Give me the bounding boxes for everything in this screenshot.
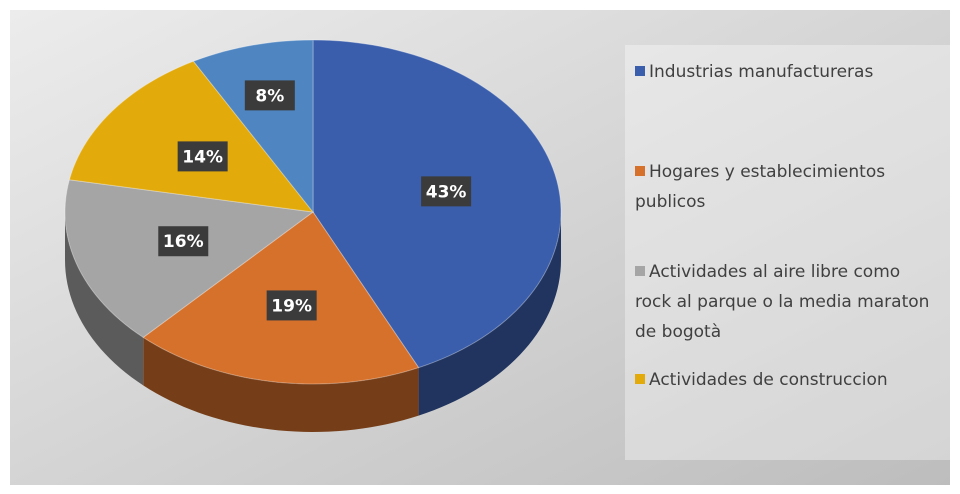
legend-item: Hogares y establecimientos publicos [635,157,935,217]
slice-side [65,212,144,386]
data-label: 8% [255,86,284,106]
data-label-box [177,141,228,172]
data-label-box [244,80,295,111]
legend-label: Actividades al aire libre como rock al p… [635,262,930,342]
legend-item: Actividades al aire libre como rock al p… [635,257,935,347]
legend-label: Actividades de construccion [649,370,888,390]
legend-swatch [635,266,645,276]
data-label: 14% [182,147,223,167]
data-label: 43% [426,182,467,202]
slice-side [418,212,561,416]
data-label-box [421,176,472,207]
legend-swatch [635,166,645,176]
data-label-box [266,290,317,321]
legend-item: Industrias manufactureras [635,57,935,87]
slice [64,179,315,338]
slice-side [143,337,419,432]
legend: Industrias manufactureras Hogares y estab… [625,45,950,460]
data-label-box [158,226,209,257]
legend-label: Hogares y establecimientos publicos [635,162,886,212]
legend-swatch [635,374,645,384]
data-label: 16% [163,232,204,252]
legend-label: Industrias manufactureras [649,62,874,82]
data-label: 19% [271,296,312,316]
legend-swatch [635,66,645,76]
slice [68,60,315,213]
legend-item: Actividades de construccion [635,365,935,395]
